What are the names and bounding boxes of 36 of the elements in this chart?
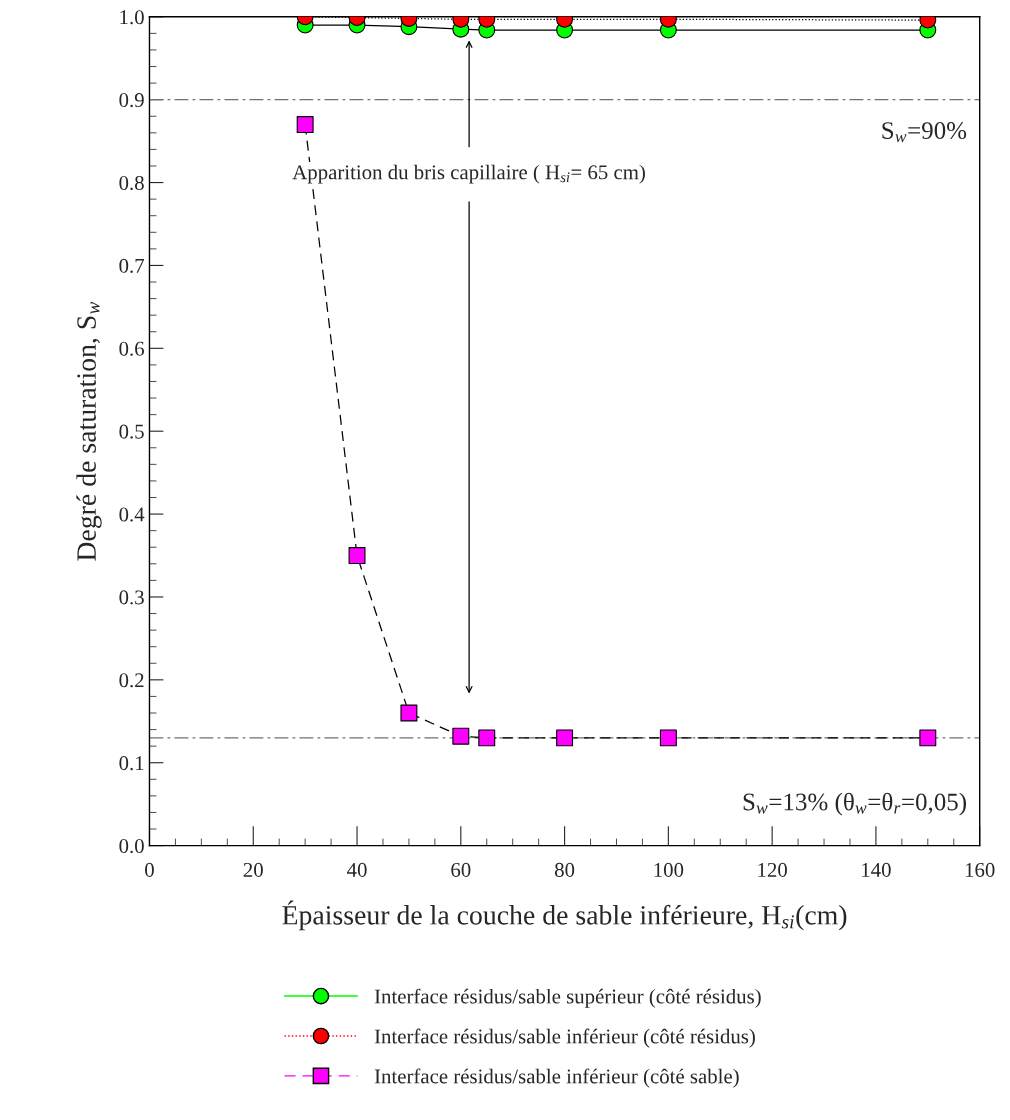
point — [478, 729, 496, 747]
legend-label: Interface résidus/sable supérieur (côté résidus) — [374, 988, 761, 1008]
point — [452, 727, 470, 745]
y-tick-label: 0.3 — [119, 590, 144, 605]
point — [400, 704, 418, 722]
ref-line-label: S$_{w}$=13% (θ$_{w}$=θ$_{r}$=0,05) — [743, 792, 966, 816]
x-tick-label: 160 — [965, 862, 995, 877]
point — [296, 116, 314, 134]
y-tick-label: 0.1 — [119, 756, 144, 771]
x-tick-label: 20 — [243, 862, 263, 877]
y-axis-title: Degré de saturation, S$_{w}$ — [76, 301, 102, 561]
x-axis-title: Épaisseur de la couche de sable inférieure, H$_{si}$(cm) — [282, 900, 847, 931]
point — [348, 547, 366, 564]
y-tick-label: 0.9 — [119, 93, 144, 108]
y-tick-label: 0.6 — [119, 341, 144, 356]
y-tick-label: 0.8 — [119, 175, 144, 191]
point — [919, 729, 937, 747]
x-tick-label: 40 — [347, 862, 367, 877]
y-tick-label: 0.0 — [119, 838, 144, 854]
legend-label: Interface résidus/sable inférieur (côté sable) — [374, 1068, 739, 1088]
x-tick-label: 0 — [145, 862, 154, 877]
point — [556, 729, 574, 747]
x-tick-label: 120 — [758, 862, 787, 877]
y-tick-label: 1.0 — [120, 10, 144, 25]
y-tick-label: 0.5 — [119, 424, 144, 439]
x-tick-label: 100 — [654, 862, 684, 877]
x-tick-label: 140 — [862, 862, 891, 877]
point — [659, 729, 677, 747]
y-tick-label: 0.7 — [119, 258, 145, 273]
ref-line-label: S$_{w}$=90% — [882, 122, 967, 143]
y-tick-label: 0.4 — [119, 507, 145, 522]
x-tick-label: 60 — [451, 862, 471, 877]
annotation: Apparition du bris capillaire ( H$_{si}$= 65 cm) — [292, 164, 645, 184]
x-tick-label: 80 — [554, 862, 575, 877]
y-tick-label: 0.2 — [119, 673, 144, 688]
legend-label: Interface résidus/sable inférieur (côté résidus) — [374, 1028, 755, 1048]
